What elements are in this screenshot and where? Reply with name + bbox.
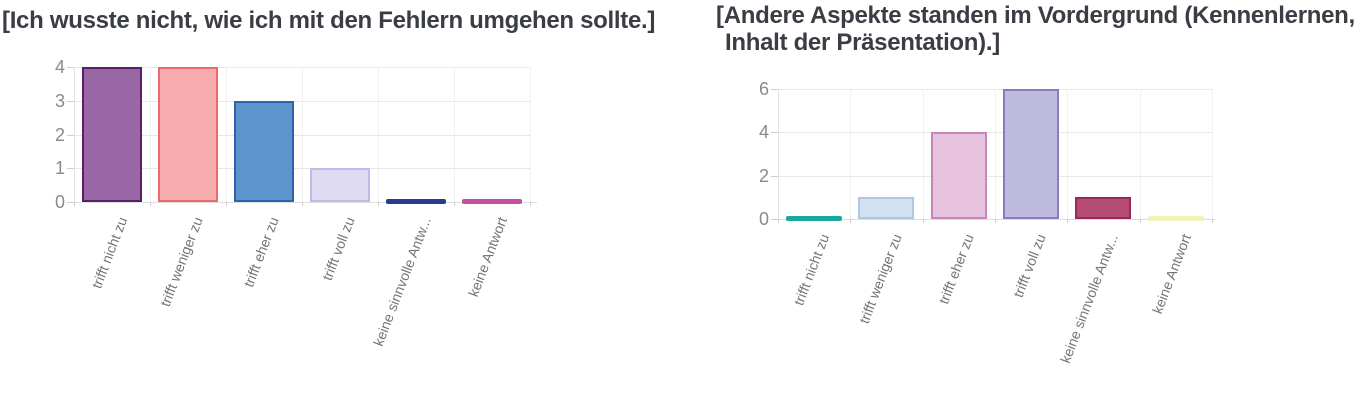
x-tick-mark <box>530 202 531 206</box>
y-tick-mark <box>67 100 74 102</box>
chart-right-title: [Andere Aspekte standen im Vordergrund (… <box>716 2 1355 56</box>
x-gridline <box>530 67 531 202</box>
x-tick-mark <box>1139 219 1141 223</box>
x-tick-mark <box>378 202 379 206</box>
bar-zero-value <box>1147 216 1204 221</box>
y-tick-mark <box>67 67 74 68</box>
y-tick-mark <box>771 132 778 134</box>
x-axis-category-label: keine sinnvolle Antw... <box>369 214 435 349</box>
x-tick-mark <box>454 202 455 206</box>
y-axis-tick-label: 2 <box>54 124 65 145</box>
x-tick-mark <box>150 202 151 206</box>
y-axis-tick-label: 3 <box>54 90 65 111</box>
x-gridline <box>850 88 852 219</box>
x-tick-mark <box>74 202 75 206</box>
x-gridline <box>226 67 227 202</box>
y-tick-mark <box>67 168 74 170</box>
x-axis-category-label: trifft weniger zu <box>157 214 207 309</box>
x-gridline <box>302 67 303 202</box>
x-tick-mark <box>1067 219 1069 223</box>
chart-right-title-line2: Inhalt der Präsentation).] <box>725 29 1000 56</box>
x-tick-mark <box>850 219 852 223</box>
bar <box>1003 88 1060 219</box>
y-axis-tick-label: 0 <box>758 209 769 229</box>
y-tick-mark <box>67 202 74 203</box>
x-axis-category-label: keine Antwort <box>1148 231 1194 316</box>
x-tick-mark <box>1211 219 1213 223</box>
y-tick-mark <box>771 219 778 220</box>
x-gridline <box>994 88 996 219</box>
x-gridline <box>922 88 924 219</box>
y-gridline <box>778 219 1215 220</box>
bar <box>310 168 370 202</box>
chart-right-title-line1: [Andere Aspekte standen im Vordergrund (… <box>716 2 1355 29</box>
x-axis-category-label: trifft nicht zu <box>88 214 131 291</box>
y-axis-line <box>74 67 75 202</box>
x-gridline <box>1211 88 1213 219</box>
y-tick-mark <box>771 88 778 90</box>
x-axis-category-label: trifft weniger zu <box>855 231 905 326</box>
x-axis-category-label: keine sinnvolle Antw... <box>1057 231 1122 366</box>
y-axis-tick-label: 0 <box>54 192 65 212</box>
bar <box>930 132 987 219</box>
y-tick-mark <box>771 175 778 177</box>
x-axis-category-label: trifft voll zu <box>319 214 359 283</box>
x-gridline <box>150 67 151 202</box>
bar <box>82 67 142 202</box>
bar-zero-value <box>462 199 522 204</box>
x-axis-category-label: trifft nicht zu <box>790 231 833 308</box>
x-axis-category-label: trifft voll zu <box>1010 231 1050 300</box>
bar <box>234 100 294 202</box>
y-gridline <box>74 202 537 203</box>
y-axis-line <box>778 88 779 219</box>
bar-zero-value <box>786 216 843 221</box>
x-gridline <box>378 67 379 202</box>
y-axis-tick-label: 1 <box>54 158 65 179</box>
x-tick-mark <box>226 202 227 206</box>
x-tick-mark <box>922 219 924 223</box>
y-tick-mark <box>67 134 74 136</box>
x-gridline <box>1139 88 1141 219</box>
x-axis-category-label: trifft eher zu <box>935 231 977 307</box>
x-gridline <box>454 67 455 202</box>
x-tick-mark <box>302 202 303 206</box>
x-axis-category-label: keine Antwort <box>464 214 511 299</box>
y-axis-tick-label: 2 <box>758 165 769 186</box>
x-tick-mark <box>778 219 779 223</box>
bar-zero-value <box>386 199 446 204</box>
x-tick-mark <box>994 219 996 223</box>
y-axis-tick-label: 4 <box>758 122 769 143</box>
y-axis-tick-label: 4 <box>54 57 65 77</box>
bar <box>1075 197 1132 219</box>
x-gridline <box>1067 88 1069 219</box>
y-axis-tick-label: 6 <box>758 78 769 99</box>
chart-left-title: [Ich wusste nicht, wie ich mit den Fehle… <box>2 7 656 34</box>
x-axis-category-label: trifft eher zu <box>240 214 283 290</box>
bar <box>158 67 218 202</box>
bar <box>858 197 915 219</box>
